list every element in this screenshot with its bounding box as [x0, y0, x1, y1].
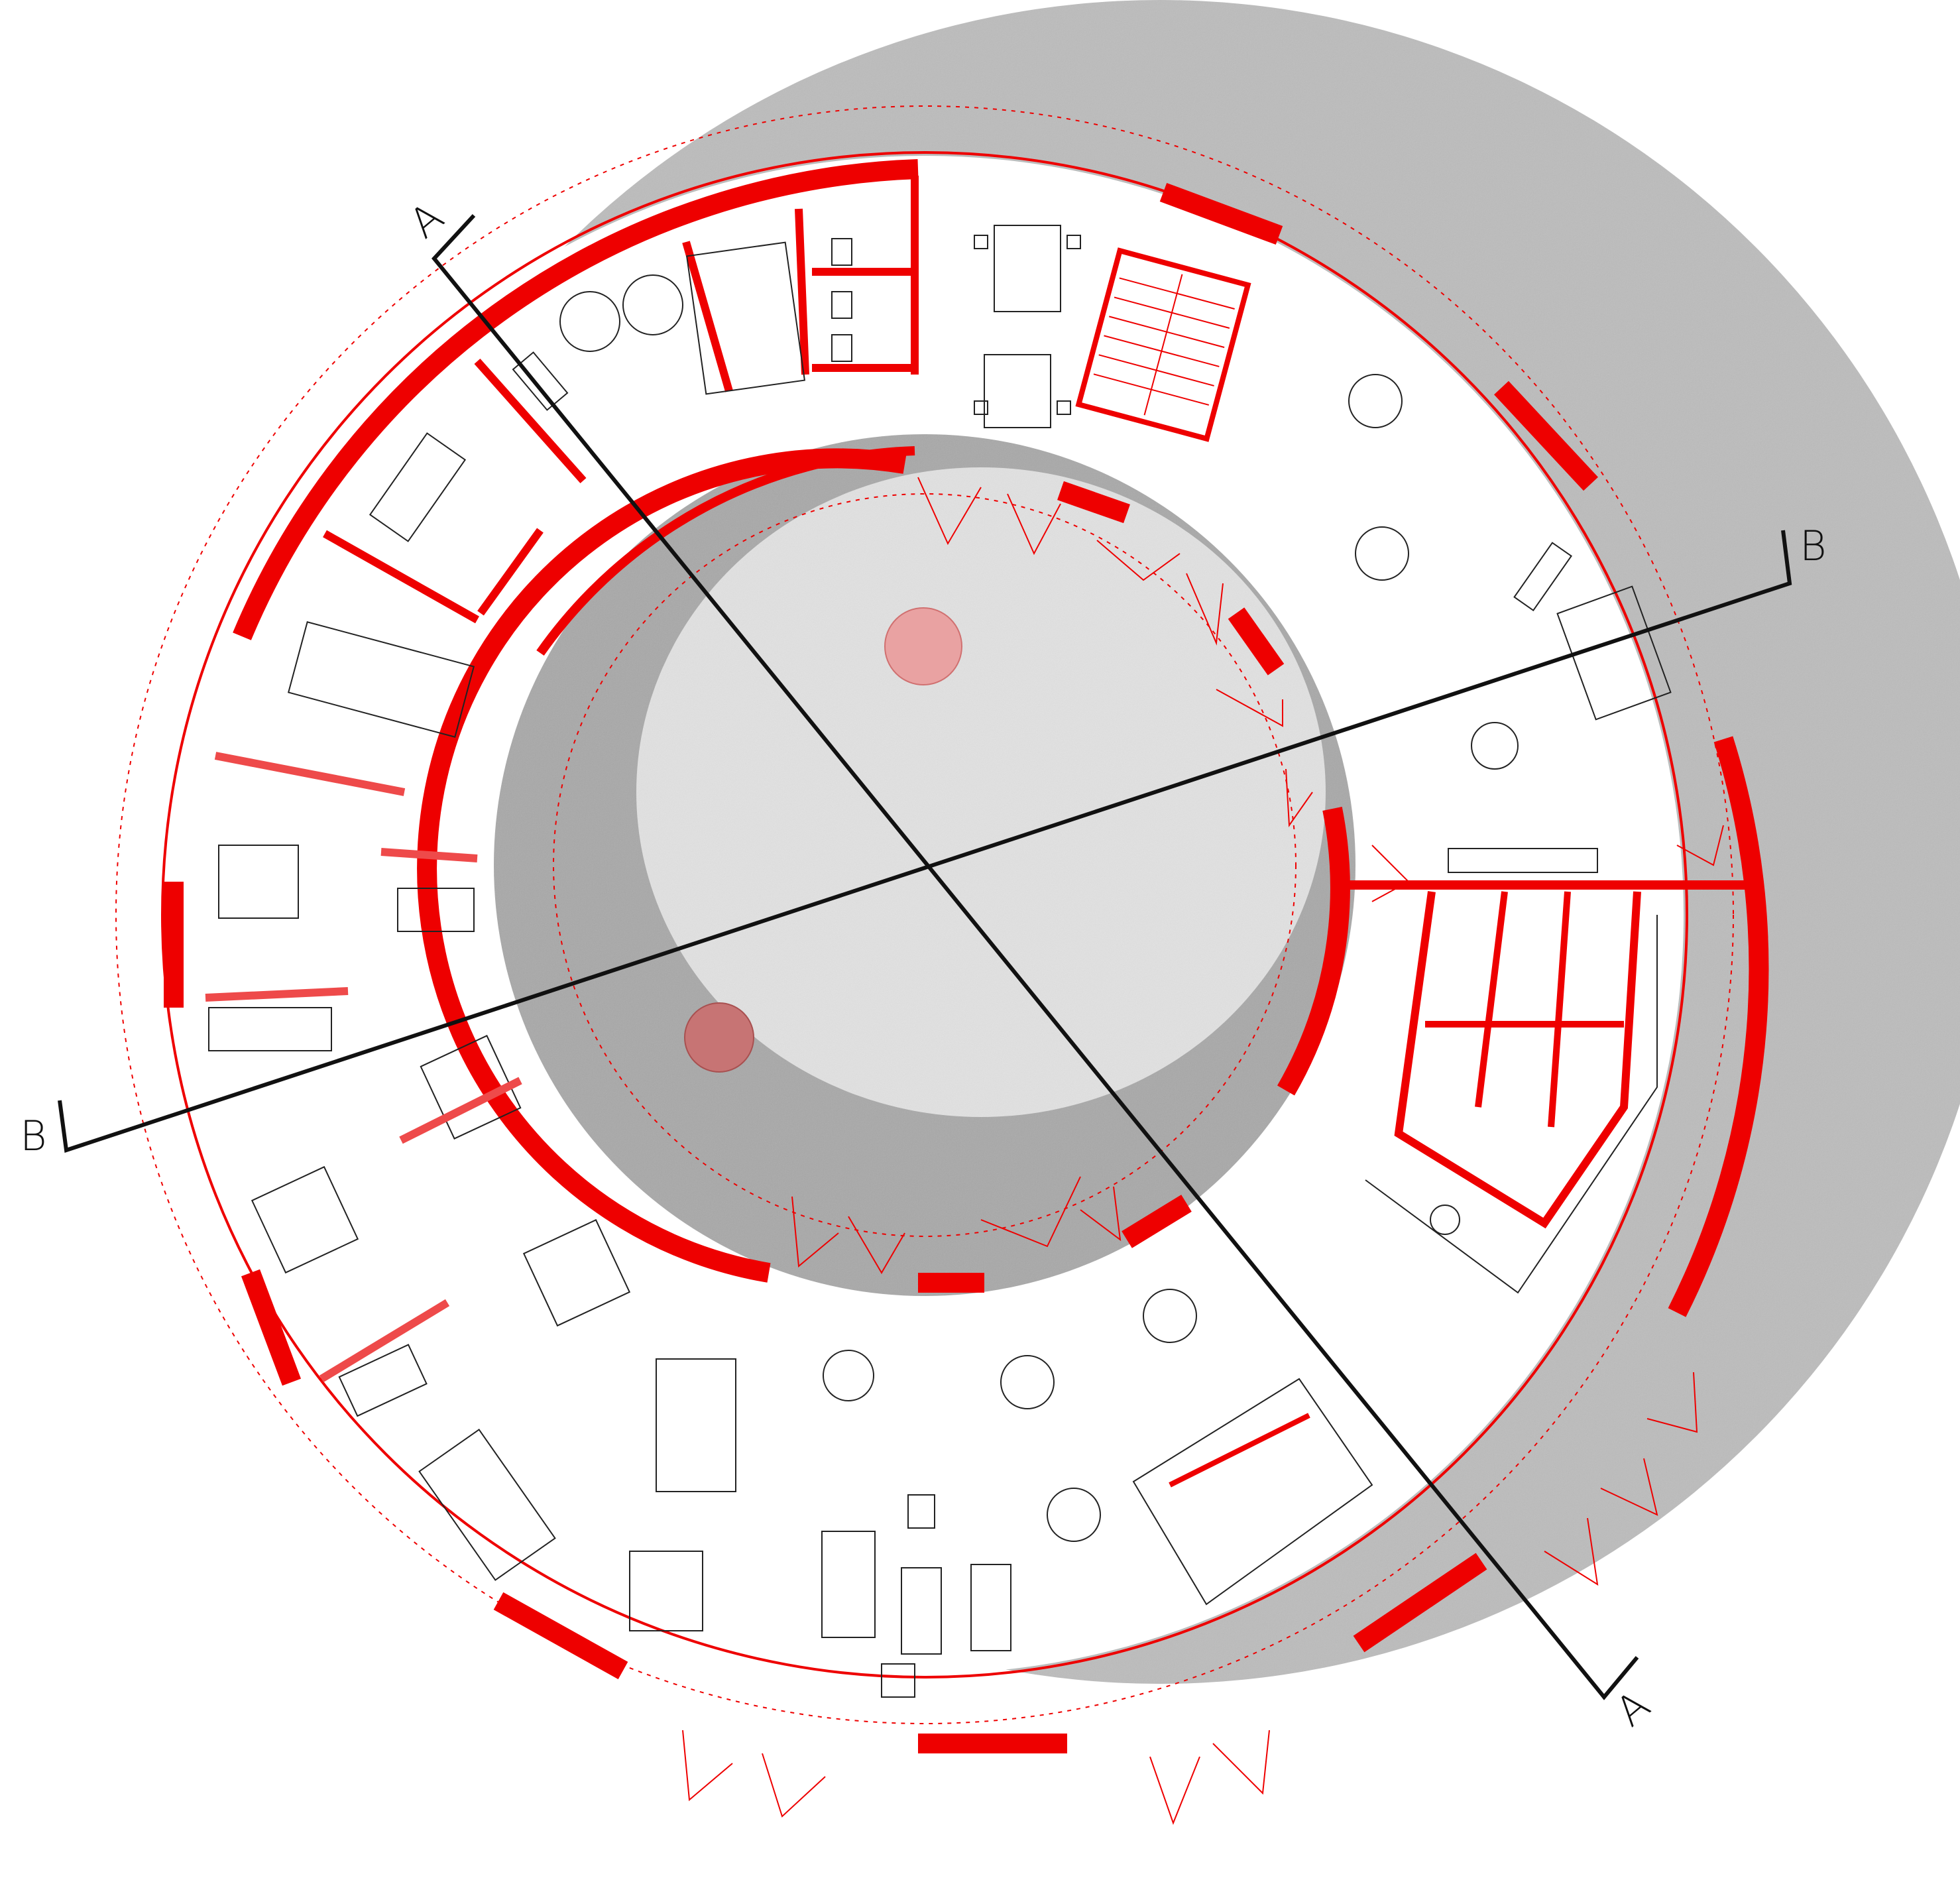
toilet-1 [831, 238, 852, 266]
corridor-wall-nw [536, 446, 915, 656]
section-line-b [58, 530, 1792, 1153]
wall-arc-nw [233, 159, 919, 640]
core-outer-counter [1365, 915, 1658, 1294]
wall-seg-se [1353, 1553, 1487, 1653]
stair-outline [1075, 247, 1251, 442]
wall-seg-n [1159, 182, 1283, 245]
toilet-3 [831, 334, 852, 362]
tree-pink [884, 607, 962, 685]
roof-edge-dotted [115, 105, 1734, 1724]
tank-2 [622, 274, 683, 335]
outer-walls [164, 159, 1769, 1753]
partition-2 [795, 208, 809, 375]
courtyard-light-patch [636, 467, 1326, 1117]
section-label-b-left: B [20, 1112, 47, 1160]
section-lines [58, 213, 1792, 1700]
door-swings [682, 477, 1724, 1825]
inner-wall-arc-main [416, 448, 907, 1283]
wall-seg-ne [1494, 381, 1598, 491]
inner-walls [416, 446, 1350, 1293]
section-label-a-top: A [400, 192, 452, 247]
partition-1 [682, 241, 733, 392]
partition-7 [323, 530, 479, 624]
kitchen [1132, 1378, 1373, 1606]
benches [205, 752, 522, 1383]
tank-box [685, 241, 806, 395]
core-basin [1430, 1205, 1460, 1235]
tank-1 [559, 291, 620, 352]
counter-1 [369, 432, 467, 542]
inner-wall-seg-n [1057, 481, 1130, 524]
furniture [208, 225, 1672, 1698]
partition-6 [474, 359, 587, 483]
kitchen-counter [1132, 1378, 1373, 1606]
toilet-2 [831, 291, 852, 319]
courtyard [494, 434, 1355, 1296]
core-bench [1448, 848, 1598, 873]
east-wet-core [1339, 848, 1750, 1294]
wall-arc-e [1668, 736, 1769, 1317]
kitchen-red-line [1169, 1413, 1310, 1488]
inner-wall-seg-ne [1228, 607, 1285, 676]
section-label-a-bottom: A [1606, 1680, 1658, 1736]
nw-service-rooms [323, 176, 919, 624]
facade-glazing [161, 151, 1688, 1679]
section-line-a [432, 213, 1639, 1700]
tree-dark [684, 1002, 754, 1073]
cabinet-1 [512, 351, 569, 411]
wall-seg-sw [241, 1269, 302, 1386]
courtyard-dotted-outline [553, 493, 1297, 1237]
partition-8 [477, 528, 544, 616]
wall-seg-s1 [493, 1592, 628, 1680]
stair [1075, 247, 1251, 442]
core-outline [1394, 891, 1641, 1229]
inner-wall-seg-e [1277, 807, 1350, 1096]
section-label-b-right: B [1800, 522, 1827, 570]
nw-room-fixtures [369, 238, 852, 542]
inner-wall-seg-se [1122, 1195, 1192, 1248]
